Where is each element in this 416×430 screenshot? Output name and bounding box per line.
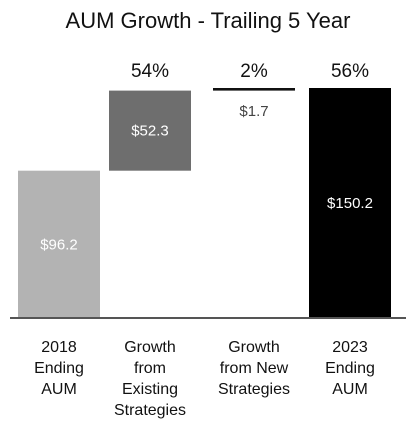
bar-3 [213, 88, 295, 91]
chart-title: AUM Growth - Trailing 5 Year [66, 8, 351, 33]
bar-1 [18, 170, 100, 318]
bar-percent-label-3: 2% [240, 61, 268, 82]
bar-percent-label-2: 54% [131, 61, 169, 82]
bar-4 [309, 88, 391, 318]
bar-value-label-1: $96.2 [40, 236, 78, 253]
bars-layer: $96.2 $52.3 54% $1.7 2% $150.2 56% [18, 61, 391, 318]
category-label-1: 2018 Ending AUM [34, 339, 84, 398]
category-label-4: 2023 Ending AUM [325, 339, 375, 398]
bar-value-label-3: $1.7 [239, 103, 268, 120]
category-label-2: Growth from Existing Strategies [114, 339, 186, 419]
bar-2 [109, 90, 191, 171]
category-labels: 2018 Ending AUM Growth from Existing Strategie… [34, 339, 375, 419]
category-label-3: Growth from New Strategies [218, 339, 290, 398]
bar-value-label-2: $52.3 [131, 123, 169, 140]
bar-value-label-4: $150.2 [327, 195, 373, 212]
bar-percent-label-4: 56% [331, 61, 369, 82]
